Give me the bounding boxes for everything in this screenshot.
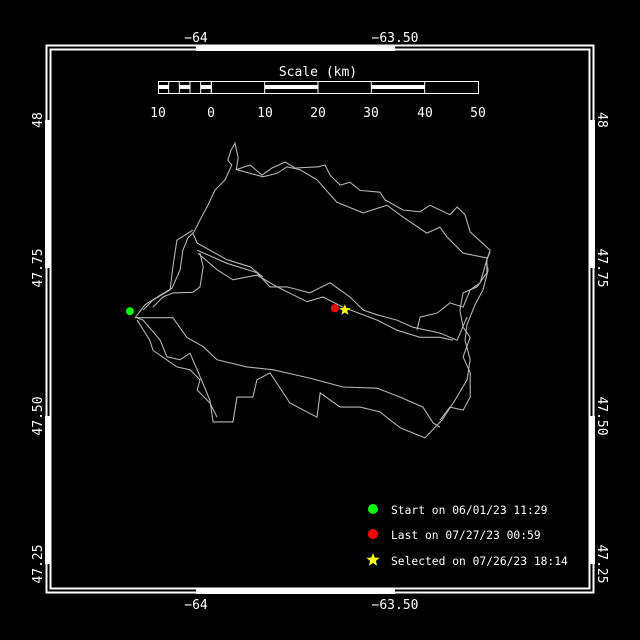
legend-last-circle-icon	[368, 529, 378, 539]
selected-marker-star-icon	[339, 304, 351, 315]
track-segment	[152, 253, 204, 308]
track-segment	[142, 229, 194, 311]
last-marker-circle-icon	[330, 304, 339, 313]
frame-bottom-lon-band	[196, 588, 395, 594]
map-frame	[45, 44, 595, 594]
left-lat-label-2: 47.50	[31, 396, 46, 435]
legend-start-label: Start on 06/01/23 11:29	[391, 504, 548, 517]
track-markers	[125, 304, 351, 316]
right-lat-label-2: 47.50	[594, 396, 609, 435]
track-segment	[135, 317, 441, 428]
scale-tick-label: 0	[207, 106, 215, 121]
drifter-track	[134, 141, 491, 439]
top-lon-label-1: −63.50	[372, 31, 419, 46]
left-lat-label-3: 47.25	[31, 544, 46, 583]
track-segment	[416, 251, 491, 331]
scale-tick-label: 40	[417, 106, 433, 121]
legend: Start on 06/01/23 11:29 Last on 07/27/23…	[366, 504, 568, 568]
track-segment	[439, 257, 488, 421]
frame-top-lon-band	[196, 45, 395, 51]
scale-bar-segment	[158, 85, 169, 89]
left-lat-label-1: 47.75	[31, 248, 46, 287]
scale-bar-segment	[200, 85, 212, 89]
scale-bar-segment	[264, 85, 318, 89]
frame-right-lat-band	[589, 120, 595, 268]
track-segment	[196, 249, 468, 341]
right-lat-label-1: 47.75	[594, 248, 609, 287]
track-segment	[192, 232, 264, 278]
scale-bar-segment	[179, 85, 190, 89]
scale-tick-label: 20	[310, 106, 326, 121]
scale-tick-label: 10	[150, 106, 166, 121]
track-segment	[236, 166, 488, 259]
scale-bar-title: Scale (km)	[279, 65, 357, 80]
bottom-lon-label-1: −63.50	[372, 598, 419, 613]
legend-start-circle-icon	[368, 504, 378, 514]
axis-labels: −64 −63.50 −64 −63.50 48 47.75 47.50 47.…	[31, 31, 609, 613]
top-lon-label-0: −64	[184, 31, 208, 46]
right-lat-label-0: 48	[594, 112, 609, 128]
legend-selected-label: Selected on 07/26/23 18:14	[391, 555, 568, 568]
right-lat-label-3: 47.25	[594, 544, 609, 583]
bottom-lon-label-0: −64	[184, 598, 208, 613]
legend-selected-star-icon	[366, 553, 380, 566]
left-lat-label-0: 48	[31, 112, 46, 128]
scale-tick-label: 30	[363, 106, 379, 121]
frame-left-lat-band	[45, 120, 51, 268]
scale-bar-segment	[371, 85, 425, 89]
track-segment	[197, 252, 454, 341]
scale-tick-label: 50	[470, 106, 486, 121]
frame-left-lat-band	[45, 416, 51, 564]
scale-tick-label: 10	[257, 106, 273, 121]
legend-last-label: Last on 07/27/23 00:59	[391, 529, 541, 542]
track-segment	[134, 141, 491, 439]
track-segment	[136, 319, 218, 418]
frame-right-lat-band	[589, 416, 595, 564]
scale-bar: Scale (km) 10 0 10 20 30 40 50	[150, 65, 486, 121]
start-marker-circle-icon	[125, 307, 134, 316]
